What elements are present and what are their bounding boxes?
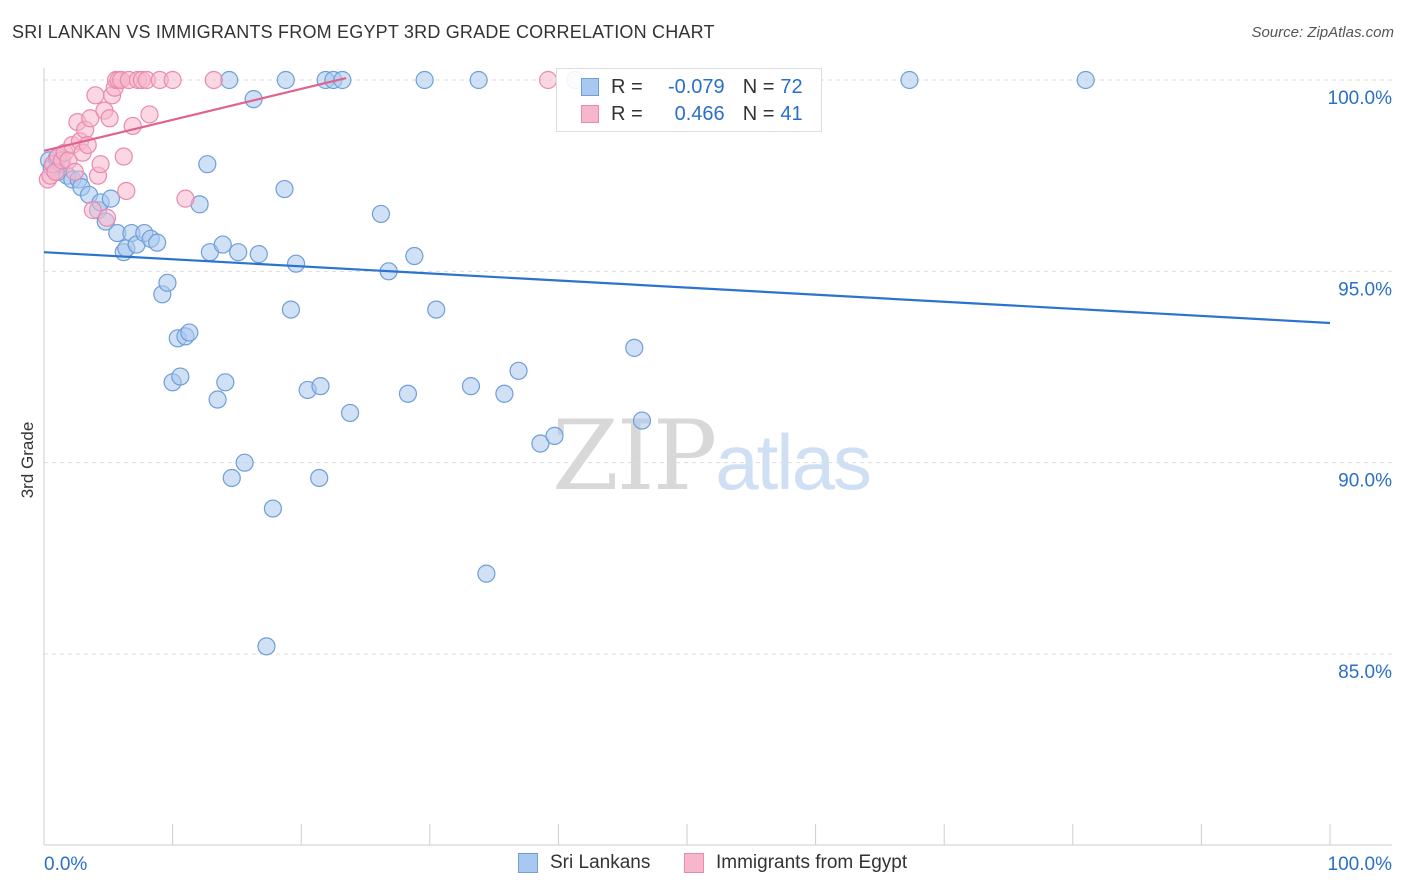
point-egypt xyxy=(176,189,195,208)
point-sri-lankans xyxy=(229,243,248,262)
n-value: 72 xyxy=(780,75,803,98)
n-label: N = xyxy=(742,102,775,125)
n-value: 41 xyxy=(780,102,803,125)
point-sri-lankans xyxy=(276,70,295,90)
point-egypt xyxy=(97,208,117,227)
point-egypt xyxy=(83,201,102,220)
point-sri-lankans xyxy=(632,411,652,430)
point-sri-lankans xyxy=(216,373,235,392)
point-egypt xyxy=(204,70,223,90)
point-sri-lankans xyxy=(171,367,190,386)
legend-item-sri-lankans: Sri Lankans xyxy=(518,852,650,874)
r-value: -0.079 xyxy=(667,75,725,98)
point-sri-lankans xyxy=(281,300,301,319)
point-sri-lankans xyxy=(1076,70,1095,90)
point-sri-lankans xyxy=(220,70,239,90)
y-tick-label: 100.0% xyxy=(1328,88,1393,109)
point-sri-lankans xyxy=(208,390,227,409)
y-tick-label: 85.0% xyxy=(1338,662,1392,683)
point-sri-lankans xyxy=(311,377,330,396)
point-sri-lankans xyxy=(398,384,418,403)
point-sri-lankans xyxy=(461,377,481,396)
r-label: R = xyxy=(611,75,643,98)
point-sri-lankans xyxy=(509,361,528,380)
point-sri-lankans xyxy=(415,70,434,90)
point-sri-lankans xyxy=(427,300,446,319)
point-sri-lankans xyxy=(249,245,268,264)
point-sri-lankans xyxy=(495,384,514,403)
point-egypt xyxy=(117,181,136,201)
legend-item-egypt: Immigrants from Egypt xyxy=(684,852,907,874)
point-sri-lankans xyxy=(545,426,564,445)
point-sri-lankans xyxy=(310,468,329,488)
r-value: 0.466 xyxy=(674,102,725,125)
point-egypt xyxy=(86,86,105,105)
legend-swatch-blue xyxy=(581,78,599,96)
n-label: N = xyxy=(742,75,775,98)
point-sri-lankans xyxy=(198,155,217,174)
point-sri-lankans xyxy=(235,453,254,472)
series-legend: Sri Lankans Immigrants from Egypt xyxy=(0,852,1406,878)
legend-swatch-pink xyxy=(581,105,599,123)
point-sri-lankans xyxy=(148,233,167,252)
point-sri-lankans xyxy=(405,246,424,266)
point-sri-lankans xyxy=(263,499,283,518)
point-sri-lankans xyxy=(625,338,644,357)
point-sri-lankans xyxy=(222,468,241,488)
source-label: Source: ZipAtlas.com xyxy=(1251,24,1394,41)
legend-swatch-sri-lankans xyxy=(518,853,538,873)
y-tick-label: 95.0% xyxy=(1338,279,1392,300)
chart-title: SRI LANKAN VS IMMIGRANTS FROM EGYPT 3RD … xyxy=(12,22,715,42)
trendline-egypt xyxy=(43,77,347,152)
legend-swatch-egypt xyxy=(684,853,704,873)
stats-legend: R = -0.079 N = 72 R = 0.466 N = 41 xyxy=(556,68,822,132)
point-egypt xyxy=(65,162,84,181)
point-sri-lankans xyxy=(101,189,120,208)
point-sri-lankans xyxy=(477,564,496,583)
point-sri-lankans xyxy=(371,204,391,224)
point-sri-lankans xyxy=(275,179,294,199)
point-egypt xyxy=(91,155,110,174)
point-sri-lankans xyxy=(340,403,360,423)
point-egypt xyxy=(100,109,119,128)
point-sri-lankans xyxy=(900,70,919,90)
point-sri-lankans xyxy=(180,323,199,342)
point-sri-lankans xyxy=(531,434,550,453)
stats-legend-row-sri-lankans: R = -0.079 N = 72 xyxy=(581,74,803,100)
point-sri-lankans xyxy=(469,70,488,90)
x-tick-label: 0.0% xyxy=(44,854,87,875)
point-sri-lankans xyxy=(158,273,177,292)
point-egypt xyxy=(163,70,182,90)
watermark-atlas: atlas xyxy=(715,418,872,506)
point-egypt xyxy=(539,70,558,90)
point-egypt xyxy=(140,105,159,124)
point-sri-lankans xyxy=(213,235,232,254)
point-egypt xyxy=(114,147,133,166)
r-label: R = xyxy=(611,102,643,125)
point-sri-lankans xyxy=(286,254,306,273)
point-sri-lankans xyxy=(257,637,276,656)
point-egypt xyxy=(81,109,100,128)
trendline-sri-lankans xyxy=(43,251,1331,325)
legend-label-egypt: Immigrants from Egypt xyxy=(716,852,908,873)
x-tick-label: 100.0% xyxy=(1328,854,1393,875)
y-tick-label: 90.0% xyxy=(1338,471,1392,492)
legend-label-sri-lankans: Sri Lankans xyxy=(550,852,651,873)
stats-legend-row-egypt: R = 0.466 N = 41 xyxy=(581,101,803,127)
